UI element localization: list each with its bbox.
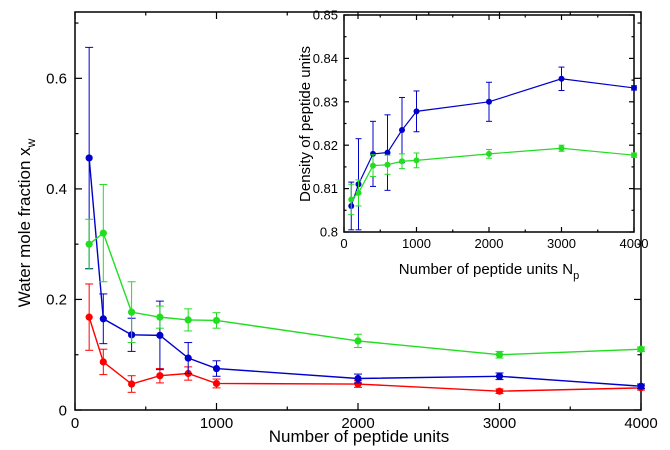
inset-data-point <box>413 157 420 164</box>
inset-y-axis-label: Density of peptide units <box>297 46 314 202</box>
main-data-point <box>212 316 221 325</box>
main-x-tick-label: 3000 <box>483 415 516 432</box>
inset-data-point <box>558 75 565 82</box>
inset-x-tick-label: 2000 <box>475 236 504 251</box>
inset-data-point <box>399 127 405 134</box>
main-data-point <box>85 154 93 162</box>
main-x-tick-label: 2000 <box>341 415 374 432</box>
inset-series-line <box>350 78 635 207</box>
main-data-point <box>212 379 221 388</box>
main-x-axis-label: Number of peptide units <box>269 427 450 446</box>
inset-x-tick-label: 0 <box>340 236 347 251</box>
main-series-2 <box>85 183 645 359</box>
inset-series-0 <box>348 66 637 231</box>
main-x-tick-label: 0 <box>71 415 79 432</box>
main-data-point <box>495 351 504 359</box>
inset-y-tick-label: 0.85 <box>313 8 338 23</box>
inset-y-tick-label: 0.83 <box>313 94 338 109</box>
main-data-point <box>354 380 362 388</box>
main-data-point <box>637 345 645 353</box>
inset-y-tick-label: 0.82 <box>313 138 338 153</box>
main-series-line <box>88 231 642 356</box>
inset-plot: 0 1000 2000 3000 4000 0.8 0.81 0.82 0.83 0.84 0.85 <box>313 8 649 251</box>
main-data-point <box>354 374 362 383</box>
main-data-point <box>184 316 192 324</box>
main-y-tick-label: 0.2 <box>46 292 67 309</box>
main-data-point <box>184 354 192 362</box>
inset-data-point <box>631 84 637 91</box>
inset-y-tick-label: 0.84 <box>313 51 338 66</box>
main-data-point <box>85 313 93 321</box>
inset-x-axis-label: Number of peptide units Np <box>399 261 579 282</box>
main-x-tick-label: 4000 <box>624 415 657 432</box>
inset-x-axis-label-main: Number of peptide units N <box>399 261 573 278</box>
main-y-tick-label: 0 <box>59 402 67 419</box>
main-data-point <box>99 358 107 366</box>
main-data-point <box>156 372 164 380</box>
inset-data-point <box>399 158 405 165</box>
inset-data-point <box>631 152 637 159</box>
inset-x-tick-label: 1000 <box>402 236 431 251</box>
main-data-point <box>99 229 107 237</box>
inset-data-point <box>348 196 355 203</box>
inset-x-tick-label: 3000 <box>547 236 576 251</box>
inset-data-point <box>370 150 376 157</box>
main-data-point <box>637 382 645 390</box>
main-y-tick-label: 0.6 <box>46 71 67 88</box>
inset-data-point <box>558 145 565 152</box>
main-x-tick-label: 1000 <box>200 415 233 432</box>
inset-y-tick-label: 0.81 <box>313 181 338 196</box>
inset-data-point <box>384 149 391 156</box>
inset-data-point <box>413 108 420 115</box>
main-y-axis-label-main: Water mole fraction x <box>15 147 34 307</box>
main-data-point <box>495 387 504 395</box>
main-data-point <box>212 364 221 373</box>
main-data-point <box>128 380 136 388</box>
main-y-axis-label: Water mole fraction xw <box>15 138 38 307</box>
main-y-tick-label: 0.4 <box>46 181 67 198</box>
inset-x-axis-label-sub: p <box>573 270 579 282</box>
inset-data-point <box>486 150 492 157</box>
main-data-point <box>354 337 362 345</box>
inset-series-1 <box>348 144 637 216</box>
main-data-point <box>99 315 107 323</box>
inset-data-point <box>355 189 362 196</box>
inset-data-point <box>384 161 391 168</box>
main-data-point <box>495 372 504 380</box>
inset-x-tick-label: 4000 <box>620 236 649 251</box>
inset-data-point <box>370 162 376 169</box>
main-data-point <box>128 308 136 316</box>
main-plot: 0 1000 2000 3000 4000 0 0.2 0.4 0.6 <box>46 11 658 432</box>
main-data-point <box>156 313 164 321</box>
main-data-point <box>156 331 164 339</box>
inset-series-line <box>350 147 635 200</box>
main-data-point <box>85 240 93 248</box>
main-series-1 <box>85 46 645 390</box>
inset-data-point <box>486 98 492 105</box>
inset-y-tick-label: 0.8 <box>320 225 338 240</box>
main-y-axis-label-sub: w <box>24 138 38 148</box>
